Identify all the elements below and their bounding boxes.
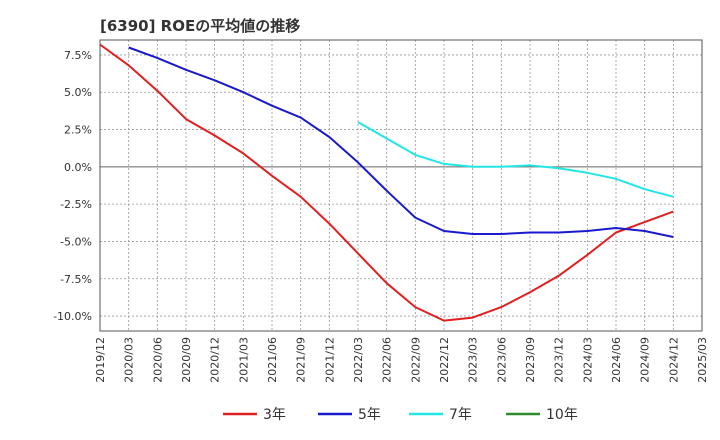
x-tick-label: 2021/09: [295, 337, 308, 383]
x-tick-label: 2023/09: [524, 337, 537, 383]
series-line-7年: [357, 121, 674, 198]
plot-frame: [99, 39, 703, 332]
x-tick-label: 2021/12: [323, 337, 336, 383]
x-tick-label: 2022/03: [352, 337, 365, 383]
legend: 3年 5年 7年 10年: [223, 407, 578, 423]
y-axis-ticks: 7.5% 5.0% 2.5% 0.0% -2.5% -5.0% -7.5% -10.0%: [53, 49, 92, 323]
series-lines: [99, 43, 674, 322]
x-tick-label: 2023/06: [495, 337, 508, 383]
legend-item-7年: 7年: [409, 407, 472, 423]
x-tick-label: 2020/12: [209, 337, 222, 383]
legend-label: 5年: [358, 407, 381, 423]
x-tick-label: 2022/09: [409, 337, 422, 383]
y-tick-label: -10.0%: [53, 310, 92, 323]
x-tick-label: 2024/06: [610, 337, 623, 383]
x-tick-label: 2021/06: [266, 337, 279, 383]
y-tick-label: 5.0%: [64, 86, 92, 99]
x-tick-label: 2019/12: [94, 337, 107, 383]
legend-item-10年: 10年: [506, 407, 578, 423]
chart-title: [6390] ROEの平均値の推移: [100, 17, 300, 35]
x-tick-label: 2024/09: [639, 337, 652, 383]
x-tick-label: 2024/12: [667, 337, 680, 383]
legend-label: 3年: [263, 407, 286, 423]
x-tick-label: 2020/06: [151, 337, 164, 383]
legend-label: 7年: [449, 407, 472, 423]
legend-item-5年: 5年: [318, 407, 381, 423]
grid-lines: [99, 40, 703, 331]
legend-item-3年: 3年: [223, 407, 286, 423]
x-tick-label: 2023/12: [553, 337, 566, 383]
x-tick-label: 2025/03: [696, 337, 709, 383]
x-tick-label: 2021/03: [237, 337, 250, 383]
x-tick-label: 2023/03: [467, 337, 480, 383]
y-tick-label: 0.0%: [64, 161, 92, 174]
y-tick-label: 2.5%: [64, 124, 92, 137]
x-tick-label: 2020/09: [180, 337, 193, 383]
y-tick-label: -5.0%: [60, 235, 92, 248]
x-tick-label: 2020/03: [123, 337, 136, 383]
legend-label: 10年: [546, 407, 578, 423]
y-tick-label: -7.5%: [60, 273, 92, 286]
y-tick-label: -2.5%: [60, 198, 92, 211]
x-tick-label: 2022/12: [438, 337, 451, 383]
x-tick-label: 2024/03: [581, 337, 594, 383]
x-tick-label: 2022/06: [381, 337, 394, 383]
y-tick-label: 7.5%: [64, 49, 92, 62]
series-line-3年: [99, 43, 674, 322]
x-axis-ticks: 2019/12 2020/03 2020/06 2020/09 2020/12 2021/…: [94, 337, 709, 383]
series-line-5年: [128, 46, 674, 238]
